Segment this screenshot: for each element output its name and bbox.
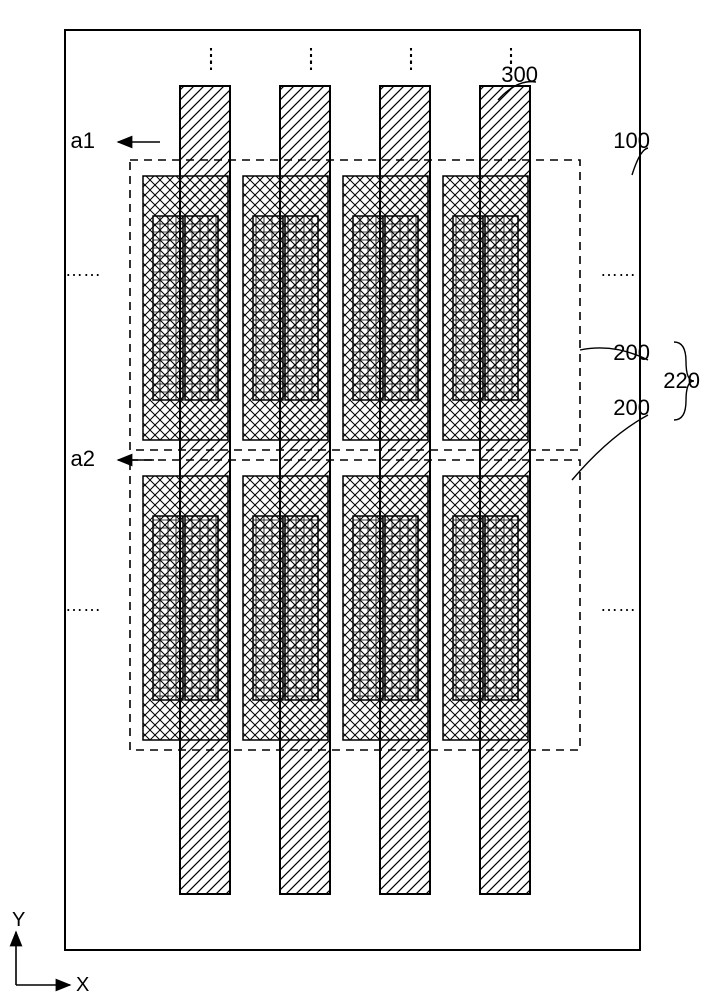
label-a2: a2 — [71, 446, 95, 471]
sub-b-0-3 — [485, 216, 518, 400]
page: ⋮⋮⋮⋮⋮⋮⋮⋮……………………300100200220200a1a2XY — [0, 0, 701, 1000]
x-axis-label: X — [76, 974, 89, 996]
diagram-svg: ⋮⋮⋮⋮⋮⋮⋮⋮……………………300100200220200a1a2XY — [0, 0, 701, 1000]
sub-b-0-0 — [185, 216, 218, 400]
sub-a-0-2 — [353, 216, 383, 400]
y-axis-label: Y — [12, 909, 25, 931]
ellipsis-1: ⋮⋮ — [301, 45, 321, 73]
sub-b-0-2 — [385, 216, 418, 400]
ellipsis-7: …… — [600, 595, 636, 615]
ellipsis-h-4: …… — [65, 260, 101, 280]
ellipsis-5: …… — [600, 260, 636, 280]
sub-a-1-2 — [353, 516, 383, 700]
ellipsis-h-5: …… — [600, 260, 636, 280]
sub-b-0-1 — [285, 216, 318, 400]
svg-text:⋮: ⋮ — [401, 51, 421, 73]
sub-b-1-3 — [485, 516, 518, 700]
svg-text:⋮: ⋮ — [201, 51, 221, 73]
ellipsis-h-7: …… — [600, 595, 636, 615]
label-a1: a1 — [71, 128, 95, 153]
sub-a-0-0 — [153, 216, 183, 400]
sub-b-1-1 — [285, 516, 318, 700]
svg-text:⋮: ⋮ — [301, 51, 321, 73]
ellipsis-0: ⋮⋮ — [201, 45, 221, 73]
label-220: 220 — [663, 368, 700, 393]
sub-a-1-0 — [153, 516, 183, 700]
sub-a-0-3 — [453, 216, 483, 400]
ellipsis-6: …… — [65, 595, 101, 615]
leader-200b — [572, 415, 648, 480]
sub-a-0-1 — [253, 216, 283, 400]
sub-b-1-0 — [185, 516, 218, 700]
ellipsis-h-6: …… — [65, 595, 101, 615]
sub-a-1-3 — [453, 516, 483, 700]
ellipsis-4: …… — [65, 260, 101, 280]
sub-b-1-2 — [385, 516, 418, 700]
ellipsis-2: ⋮⋮ — [401, 45, 421, 73]
sub-a-1-1 — [253, 516, 283, 700]
